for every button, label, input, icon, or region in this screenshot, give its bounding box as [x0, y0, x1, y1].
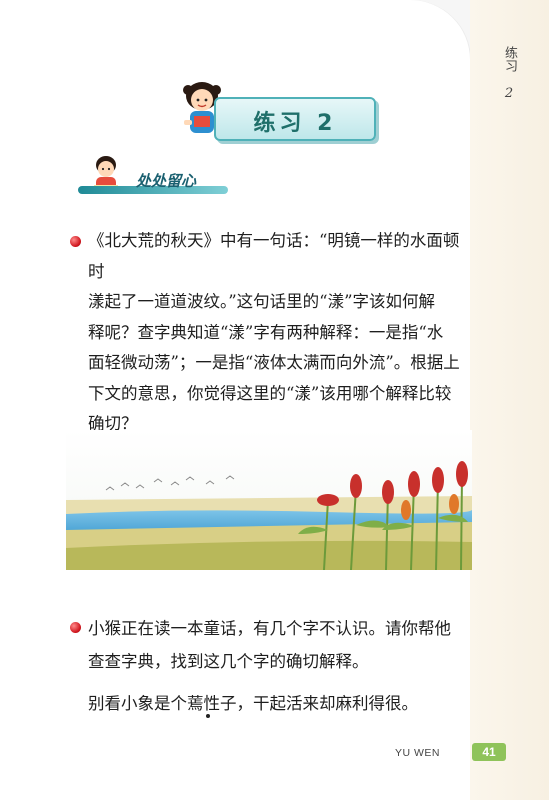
section-title: 处处留心: [136, 172, 197, 190]
text-line: 漾起了一道道波纹。”这句话里的“漾”字该如何解: [88, 292, 436, 311]
exercise-1-text: 《北大荒的秋天》中有一句话：“明镜一样的水面顿时 漾起了一道道波纹。”这句话里的…: [88, 226, 460, 440]
side-tab: [470, 0, 549, 800]
side-tab-label: 练习: [502, 46, 517, 72]
text-line: 释呢？查字典知道“漾”字有两种解释：一是指“水: [88, 322, 444, 342]
footer-label: YU WEN: [395, 747, 440, 759]
section-ribbon: [78, 186, 228, 194]
text-line: 下文的意思，你觉得这里的“漾”该用哪个解释比较: [88, 383, 452, 403]
exercise-2-text: 小猴正在读一本童话，有几个字不认识。请你帮他 查查字典，找到这几个字的确切解释。: [88, 612, 460, 678]
text-line: 《北大荒的秋天》中有一句话：“明镜一样的水面顿时: [88, 231, 460, 281]
page-number: 41: [472, 743, 506, 761]
wetland-illustration: [66, 430, 472, 570]
bullet-icon: [70, 622, 81, 633]
text-line: 面轻微动荡”；一是指“液体太满而向外流”。根据上: [88, 353, 460, 372]
text-line: 小猴正在读一本童话，有几个字不认识。请你帮他: [88, 619, 451, 638]
girl-illustration: [183, 82, 221, 133]
emphasis-dot: [206, 714, 210, 718]
example-sentence: 别看小象是个蔫性子，干起活来却麻利得很。: [88, 694, 418, 713]
side-tab-number: 2: [504, 86, 514, 101]
bullet-icon: [70, 236, 81, 247]
text-line: 查查字典，找到这几个字的确切解释。: [88, 652, 369, 671]
text-line: 确切？: [88, 414, 138, 433]
title-banner: 练习 2: [214, 97, 376, 141]
page-title: 练习 2: [253, 111, 337, 136]
